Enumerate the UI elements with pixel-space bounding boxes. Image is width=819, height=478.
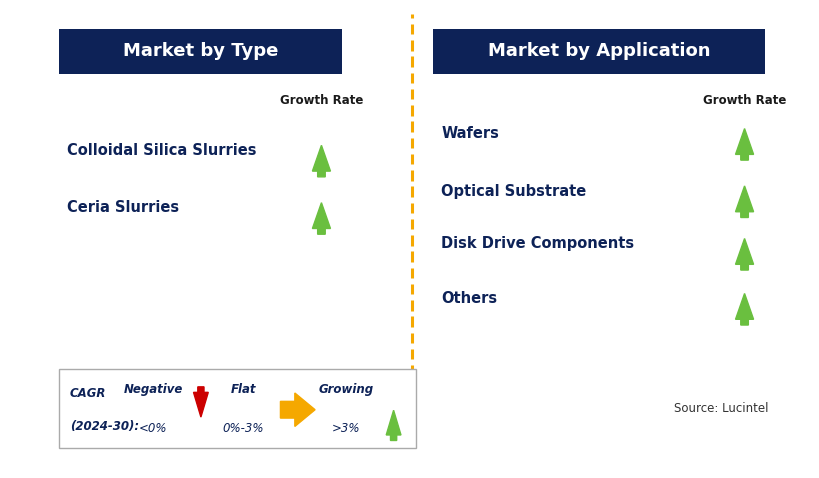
FancyArrow shape — [735, 129, 753, 160]
Text: (2024-30):: (2024-30): — [70, 420, 138, 433]
Text: Market by Type: Market by Type — [123, 43, 278, 60]
Text: Growing: Growing — [318, 383, 373, 396]
Text: Ceria Slurries: Ceria Slurries — [67, 200, 179, 216]
FancyArrow shape — [735, 239, 753, 270]
Text: 0%-3%: 0%-3% — [223, 422, 264, 435]
Text: <0%: <0% — [139, 422, 167, 435]
Text: Colloidal Silica Slurries: Colloidal Silica Slurries — [67, 143, 256, 158]
FancyArrow shape — [193, 387, 208, 417]
Text: >3%: >3% — [332, 422, 360, 435]
FancyArrow shape — [735, 186, 753, 217]
Text: Flat: Flat — [230, 383, 256, 396]
Text: Market by Application: Market by Application — [487, 43, 709, 60]
FancyArrow shape — [280, 393, 314, 426]
FancyArrow shape — [735, 293, 753, 325]
FancyBboxPatch shape — [59, 29, 342, 74]
FancyBboxPatch shape — [59, 369, 415, 448]
Text: Wafers: Wafers — [441, 126, 499, 141]
FancyArrow shape — [386, 410, 400, 441]
Text: Others: Others — [441, 291, 496, 306]
Text: Growth Rate: Growth Rate — [702, 94, 785, 107]
FancyArrow shape — [312, 145, 330, 177]
Text: Growth Rate: Growth Rate — [279, 94, 363, 107]
Text: Negative: Negative — [124, 383, 183, 396]
FancyBboxPatch shape — [432, 29, 764, 74]
Text: Source: Lucintel: Source: Lucintel — [673, 402, 768, 415]
Text: CAGR: CAGR — [70, 387, 106, 400]
FancyArrow shape — [312, 203, 330, 234]
Text: Disk Drive Components: Disk Drive Components — [441, 236, 634, 251]
Text: Optical Substrate: Optical Substrate — [441, 184, 586, 199]
